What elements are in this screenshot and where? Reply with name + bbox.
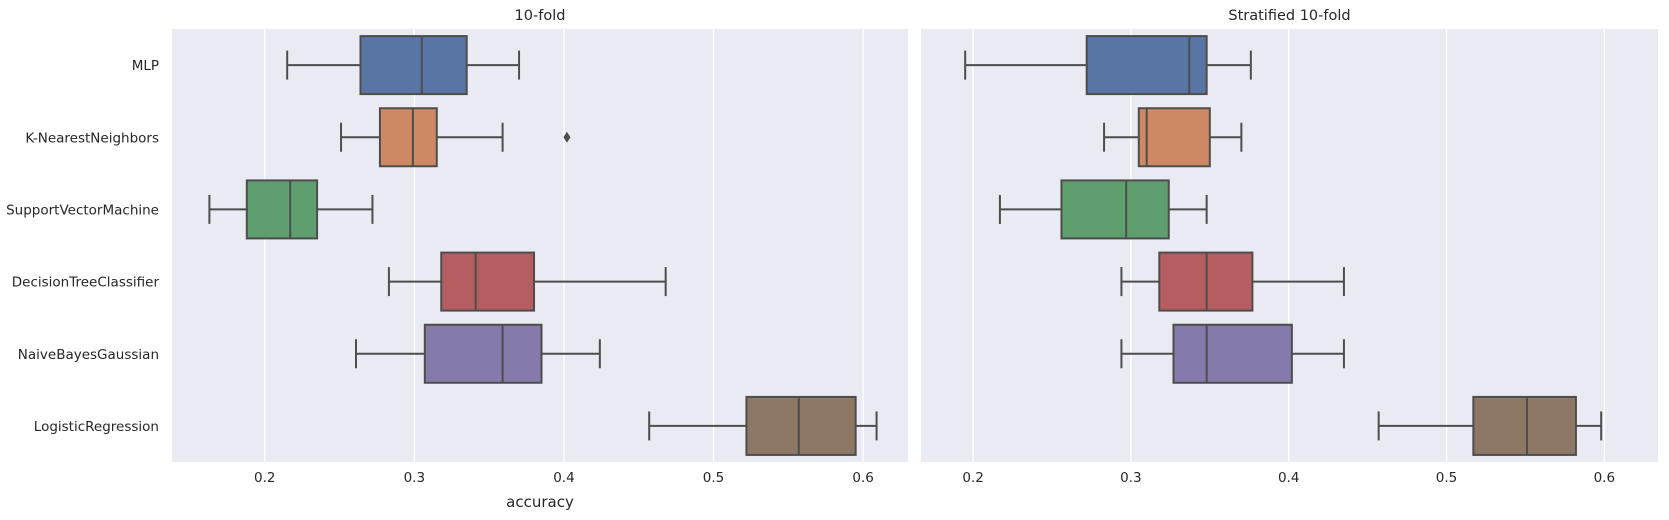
x-axis-label: accuracy	[506, 493, 574, 511]
y-category-label: DecisionTreeClassifier	[12, 275, 160, 291]
panel-2-mlp-box	[1085, 35, 1208, 96]
panel-1-naivebayesgaussian-box	[423, 323, 543, 384]
panel-1-mlp-box	[359, 35, 468, 96]
panel-2-x-tick-label: 0.4	[1278, 470, 1299, 486]
panel-2-x-tick-label: 0.6	[1594, 470, 1615, 486]
y-category-label: NaiveBayesGaussian	[18, 347, 159, 363]
panel-1-decisiontreeclassifier-box	[440, 251, 536, 312]
y-category-label: SupportVectorMachine	[6, 202, 159, 218]
panel-1-x-tick-label: 0.2	[254, 470, 275, 486]
panel-2-k-nearestneighbors-box	[1137, 107, 1211, 168]
panel-2-logisticregression-box	[1472, 395, 1577, 456]
panel-1-x-tick-label: 0.5	[703, 470, 724, 486]
panel-1-x-tick-label: 0.4	[553, 470, 574, 486]
panel-2-naivebayesgaussian-box	[1172, 323, 1293, 384]
panel-2-background	[921, 29, 1658, 462]
y-category-label: LogisticRegression	[34, 419, 159, 435]
panel-1-supportvectormachine-box	[245, 179, 319, 240]
panel-1-x-tick-label: 0.3	[404, 470, 425, 486]
y-category-label: K-NearestNeighbors	[25, 130, 159, 146]
panel-1-background	[172, 29, 908, 462]
panel-1-k-nearestneighbors-outlier	[563, 131, 571, 143]
panel-1-k-nearestneighbors-box	[378, 107, 438, 168]
panel-2-x-tick-label: 0.5	[1436, 470, 1457, 486]
panel-2-x-tick-label: 0.3	[1120, 470, 1141, 486]
y-category-label: MLP	[132, 58, 159, 74]
panel-1-x-tick-label: 0.6	[852, 470, 873, 486]
panel-1-logisticregression-box	[745, 395, 857, 456]
panel-1-title: 10-fold	[515, 8, 566, 24]
panel-2-x-tick-label: 0.2	[962, 470, 983, 486]
panel-2-supportvectormachine-box	[1060, 179, 1170, 240]
panel-2-title: Stratified 10-fold	[1228, 8, 1350, 24]
